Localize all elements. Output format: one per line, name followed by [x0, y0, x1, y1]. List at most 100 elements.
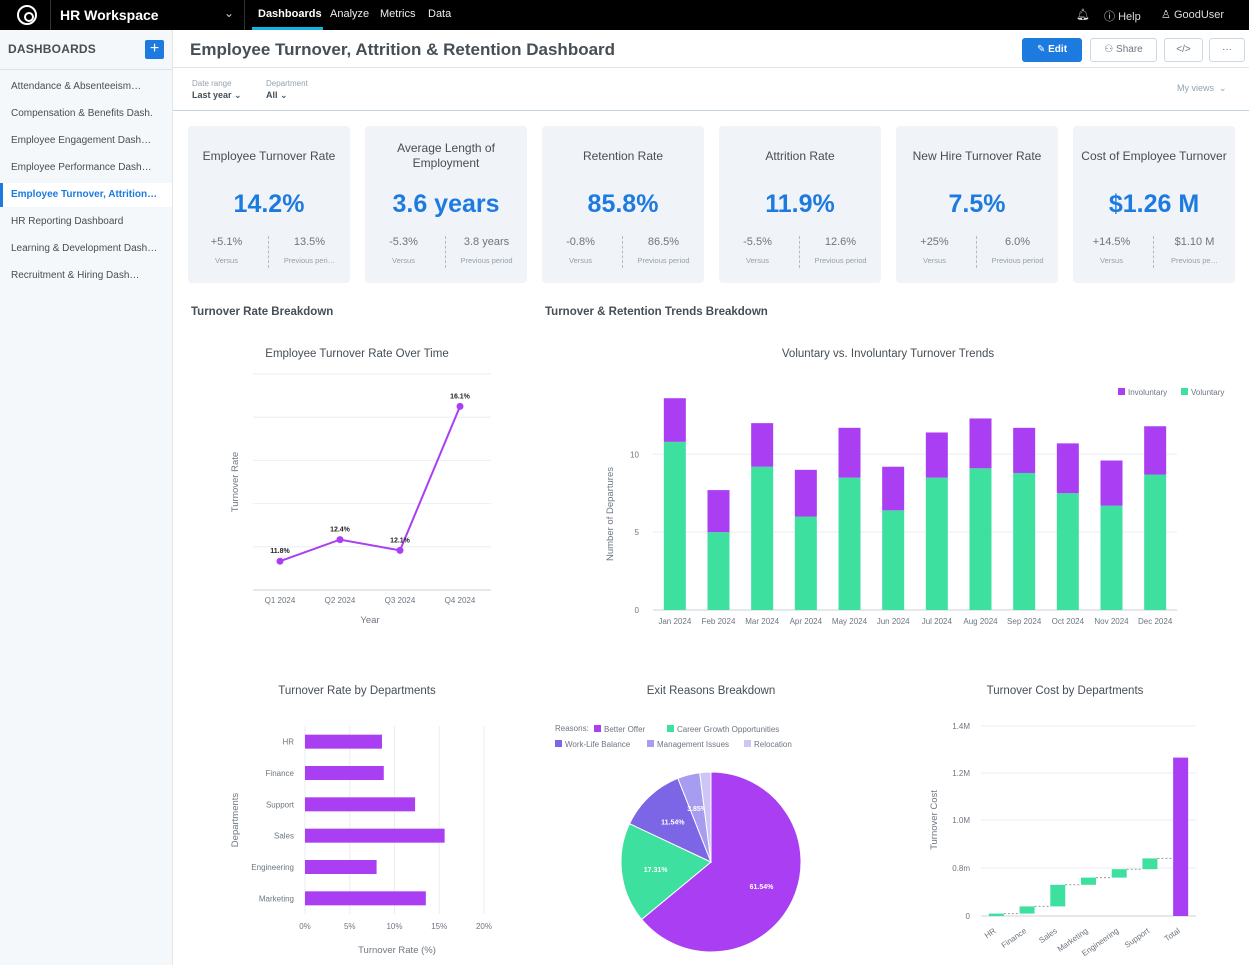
- pie-chart-title: Exit Reasons Breakdown: [646, 685, 776, 697]
- kpi-card[interactable]: Cost of Employee Turnover $1.26 M +14.5%…: [1073, 126, 1235, 283]
- workspace-title[interactable]: HR Workspace: [60, 7, 159, 23]
- nav-analyze[interactable]: Analyze: [330, 8, 370, 20]
- line-data-label: 12.4%: [330, 527, 351, 534]
- kpi-card[interactable]: Retention Rate 85.8% -0.8% 86.5% Versus …: [542, 126, 704, 283]
- kpi-previous-label: Previous period: [991, 256, 1044, 265]
- users-icon: ⚇: [1104, 44, 1114, 55]
- kpi-versus-label: Versus: [392, 256, 415, 265]
- waterfall-x-tick-label: Marketing: [1056, 926, 1090, 954]
- kpi-versus-value: +14.5%: [1092, 236, 1131, 248]
- waterfall-x-tick-label: Finance: [1000, 926, 1029, 950]
- kpi-title: Retention Rate: [582, 148, 664, 163]
- stacked-y-axis-label: Number of Departures: [605, 467, 616, 561]
- kpi-versus-label: Versus: [569, 256, 592, 265]
- hbar-y-tick-label: HR: [282, 738, 294, 747]
- kpi-versus-label: Versus: [746, 256, 769, 265]
- share-button[interactable]: ⚇ Share: [1090, 38, 1157, 62]
- line-data-label: 16.1%: [450, 393, 471, 400]
- waterfall-y-tick-label: 1.0M: [952, 816, 970, 825]
- stacked-x-tick-label: Aug 2024: [963, 617, 998, 626]
- hbar-bar: [305, 891, 426, 906]
- sidebar-item-learning[interactable]: Learning & Development Dash…: [11, 243, 158, 254]
- header-divider: [173, 67, 1249, 68]
- waterfall-bar: [1173, 757, 1189, 916]
- line-x-tick-label: Q2 2024: [325, 596, 356, 605]
- kpi-card[interactable]: Employee Turnover Rate 14.2% +5.1% 13.5%…: [188, 126, 350, 283]
- sidebar-item-engagement[interactable]: Employee Engagement Dash…: [11, 135, 152, 146]
- stacked-bar-involuntary: [969, 418, 992, 469]
- line-series: [279, 406, 461, 563]
- help-link[interactable]: ⓘ Help: [1104, 8, 1141, 24]
- line-y-axis-label: Turnover Rate: [230, 452, 241, 512]
- share-label: Share: [1116, 44, 1143, 55]
- pie-slice: [699, 771, 712, 863]
- stacked-x-tick-label: Nov 2024: [1094, 617, 1129, 626]
- embed-code-button[interactable]: </>: [1164, 38, 1203, 62]
- hbar-x-tick-label: 15%: [431, 922, 447, 931]
- sidebar-item-attendance[interactable]: Attendance & Absenteeism…: [11, 81, 142, 92]
- help-label: Help: [1118, 11, 1141, 23]
- line-point: [396, 546, 404, 554]
- more-options-button[interactable]: ···: [1209, 38, 1245, 62]
- hbar-y-tick-label: Engineering: [251, 863, 294, 872]
- workspace-chevron-down-icon[interactable]: ⌄: [224, 6, 235, 20]
- topbar-divider: [50, 0, 51, 30]
- pie-legend-swatch: [555, 740, 562, 747]
- stacked-bar-involuntary: [1144, 426, 1167, 475]
- user-menu[interactable]: ♙ GoodUser: [1161, 8, 1224, 21]
- legend-label-involuntary: Involuntary: [1128, 388, 1167, 397]
- kpi-versus-value: -5.3%: [389, 236, 418, 248]
- nav-data[interactable]: Data: [428, 8, 452, 20]
- sidebar-title: DASHBOARDS: [8, 42, 97, 56]
- sidebar-item-hr-reporting[interactable]: HR Reporting Dashboard: [11, 216, 124, 227]
- sidebar-item-turnover[interactable]: Employee Turnover, Attrition…: [0, 183, 172, 207]
- pie-legend-swatch: [667, 725, 674, 732]
- kpi-previous-label: Previous period: [814, 256, 867, 265]
- active-nav-indicator: [252, 27, 323, 30]
- sidebar-item-compensation[interactable]: Compensation & Benefits Dash.: [11, 108, 153, 119]
- waterfall-bar: [1019, 906, 1035, 914]
- add-dashboard-button[interactable]: +: [145, 40, 164, 59]
- page-title: Employee Turnover, Attrition & Retention…: [190, 40, 616, 59]
- pie-legend-label: Career Growth Opportunities: [677, 725, 779, 734]
- stacked-bar-voluntary: [882, 510, 905, 610]
- line-x-tick-label: Q3 2024: [385, 596, 416, 605]
- kpi-value: 85.8%: [587, 190, 659, 218]
- kpi-previous-value: 6.0%: [1004, 236, 1031, 248]
- date-range-dropdown[interactable]: Last year ⌄: [192, 90, 242, 101]
- kpi-divider: [622, 236, 623, 268]
- edit-label: Edit: [1048, 44, 1068, 55]
- line-point: [276, 557, 284, 565]
- line-x-tick-label: Q4 2024: [445, 596, 476, 605]
- nav-metrics[interactable]: Metrics: [380, 8, 416, 20]
- kpi-title: Attrition Rate: [765, 148, 835, 163]
- kpi-versus-value: -5.5%: [743, 236, 772, 248]
- kpi-value: 14.2%: [233, 190, 305, 218]
- main-content: Employee Turnover, Attrition & Retention…: [173, 30, 1249, 965]
- kpi-divider: [976, 236, 977, 268]
- kpi-card[interactable]: Attrition Rate 11.9% -5.5% 12.6% Versus …: [719, 126, 881, 283]
- date-range-label: Date range: [192, 79, 232, 88]
- stacked-x-tick-label: Feb 2024: [702, 617, 736, 626]
- app-logo-icon[interactable]: [17, 5, 37, 25]
- kpi-previous-value: 13.5%: [293, 236, 326, 248]
- kpi-card[interactable]: New Hire Turnover Rate 7.5% +25% 6.0% Ve…: [896, 126, 1058, 283]
- sidebar-item-recruitment[interactable]: Recruitment & Hiring Dash…: [11, 270, 140, 281]
- kpi-versus-label: Versus: [215, 256, 238, 265]
- department-dropdown[interactable]: All ⌄: [266, 90, 288, 101]
- my-views-dropdown[interactable]: My views ⌄: [1177, 83, 1227, 94]
- kpi-card[interactable]: Average Length of Employment 3.6 years -…: [365, 126, 527, 283]
- topbar-divider: [244, 0, 245, 30]
- kpi-title: Average Length of Employment: [397, 141, 495, 170]
- kpi-title: New Hire Turnover Rate: [912, 148, 1042, 163]
- stacked-bar-voluntary: [969, 468, 992, 610]
- stacked-bar-involuntary: [925, 432, 948, 478]
- edit-button[interactable]: ✎ Edit: [1022, 38, 1082, 62]
- user-icon: ♙: [1161, 9, 1171, 21]
- bell-icon[interactable]: 🔔︎: [1076, 9, 1090, 21]
- stacked-bar-voluntary: [663, 441, 686, 610]
- sidebar-item-performance[interactable]: Employee Performance Dash…: [11, 162, 152, 173]
- nav-dashboards[interactable]: Dashboards: [258, 8, 322, 20]
- pie-slice-label: 61.54%: [750, 884, 775, 891]
- chevron-down-icon: ⌄: [280, 90, 288, 100]
